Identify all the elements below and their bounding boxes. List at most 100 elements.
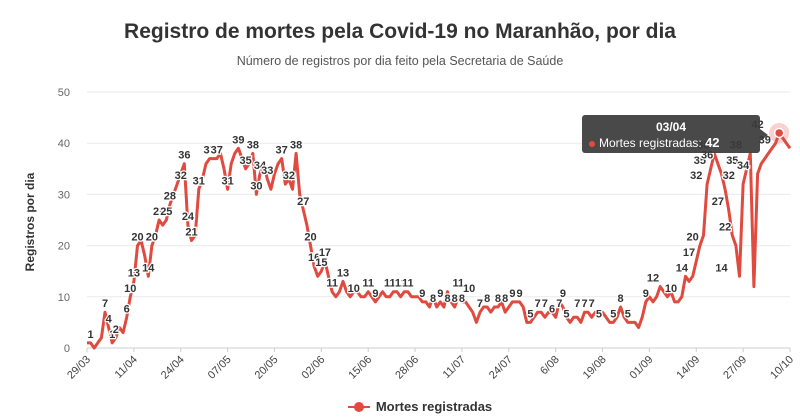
data-label: 20 bbox=[687, 232, 699, 244]
data-label: 11 bbox=[384, 278, 396, 290]
data-label: 7 bbox=[589, 298, 595, 310]
data-label: 12 bbox=[647, 273, 659, 285]
legend-label: Mortes registradas bbox=[375, 399, 493, 414]
data-label: 8 bbox=[459, 293, 465, 305]
data-label: 13 bbox=[128, 267, 140, 279]
data-label: 8 bbox=[452, 293, 458, 305]
data-label: 10 bbox=[124, 283, 136, 295]
tooltip-date: 03/04 bbox=[655, 120, 687, 134]
chart-title: Registro de mortes pela Covid-19 no Mara… bbox=[124, 20, 676, 43]
data-label: 7 bbox=[102, 298, 108, 310]
data-label: 8 bbox=[484, 293, 490, 305]
data-label: 7 bbox=[542, 298, 548, 310]
tooltip-row: Mortes registradas: 42 bbox=[589, 135, 720, 150]
data-label: 14 bbox=[676, 262, 689, 274]
data-label: 5 bbox=[563, 308, 569, 320]
data-label: 9 bbox=[372, 288, 378, 300]
tooltip-series-dot bbox=[589, 140, 595, 147]
x-tick-label: 01/09 bbox=[628, 354, 656, 382]
data-label: 8 bbox=[502, 293, 508, 305]
data-label: 6 bbox=[549, 303, 555, 315]
hover-marker bbox=[773, 127, 785, 139]
data-label: 9 bbox=[419, 288, 425, 300]
data-label: 21 bbox=[185, 226, 197, 238]
data-label: 17 bbox=[683, 247, 695, 259]
data-label: 14 bbox=[715, 262, 728, 274]
x-tick-label: 28/06 bbox=[393, 354, 421, 382]
data-label: 27 bbox=[712, 196, 724, 208]
data-label: 17 bbox=[319, 247, 331, 259]
tooltip-series-name: Mortes registradas bbox=[599, 136, 699, 150]
data-label: 38 bbox=[290, 139, 302, 151]
data-label: 20 bbox=[131, 232, 143, 244]
data-label: 28 bbox=[164, 191, 176, 203]
data-label: 11 bbox=[326, 278, 338, 290]
data-label: 10 bbox=[665, 283, 677, 295]
data-label: 37 bbox=[276, 145, 288, 157]
data-label: 14 bbox=[142, 262, 155, 274]
data-label: 11 bbox=[453, 278, 465, 290]
x-tick-label: 11/04 bbox=[113, 354, 140, 381]
x-tick-label: 27/09 bbox=[721, 354, 749, 382]
legend-swatch bbox=[347, 401, 370, 413]
data-label: 7 bbox=[535, 298, 541, 310]
data-label: 10 bbox=[463, 283, 475, 295]
data-label: 1 bbox=[109, 329, 115, 341]
legend: Mortes registradas bbox=[0, 399, 800, 416]
data-label: 8 bbox=[444, 293, 450, 305]
data-label: 9 bbox=[509, 288, 515, 300]
data-label: 8 bbox=[495, 293, 501, 305]
data-label: 24 bbox=[182, 211, 195, 223]
data-label: 37 bbox=[211, 145, 223, 157]
data-label: 35 bbox=[240, 155, 252, 167]
y-tick-label: 20 bbox=[58, 241, 70, 253]
data-label: 31 bbox=[193, 175, 205, 187]
tooltip-value: 42 bbox=[705, 135, 720, 150]
data-label: 9 bbox=[437, 288, 443, 300]
data-label: 4 bbox=[106, 314, 113, 326]
data-label: 35 bbox=[694, 155, 706, 167]
data-label: 11 bbox=[402, 278, 414, 290]
data-label: 38 bbox=[247, 139, 259, 151]
tooltip-separator: : bbox=[698, 136, 702, 150]
legend-item-mortes[interactable]: Mortes registradas bbox=[347, 399, 493, 414]
data-label: 20 bbox=[146, 232, 158, 244]
data-label: 7 bbox=[477, 298, 483, 310]
data-label: 8 bbox=[430, 293, 436, 305]
x-tick-label: 6/08 bbox=[538, 354, 562, 378]
data-label: 7 bbox=[574, 298, 580, 310]
y-axis-label: Registros por dia bbox=[23, 172, 37, 271]
data-label: 32 bbox=[283, 170, 295, 182]
x-tick-label: 24/07 bbox=[487, 354, 515, 382]
chart-subtitle: Número de registros por dia feito pela S… bbox=[236, 54, 564, 68]
data-label: 35 bbox=[726, 155, 738, 167]
data-label: 39 bbox=[232, 134, 244, 146]
data-labels: 1741261013201420252528323624213137373139… bbox=[86, 118, 772, 342]
data-label: 16 bbox=[308, 252, 320, 264]
data-label: 6 bbox=[124, 303, 130, 315]
data-label: 30 bbox=[250, 180, 262, 192]
x-tick-label: 11/07 bbox=[441, 354, 468, 381]
x-tick-label: 02/06 bbox=[300, 354, 328, 382]
data-label: 5 bbox=[610, 308, 616, 320]
data-label: 15 bbox=[315, 257, 327, 269]
data-label: 27 bbox=[297, 196, 309, 208]
data-label: 7 bbox=[556, 298, 562, 310]
data-label: 25 bbox=[153, 206, 165, 218]
data-label: 10 bbox=[348, 283, 360, 295]
data-label: 9 bbox=[517, 288, 523, 300]
data-label: 1 bbox=[88, 329, 94, 341]
data-label: 5 bbox=[625, 308, 631, 320]
x-tick-label: 19/08 bbox=[581, 354, 609, 382]
data-label: 11 bbox=[362, 278, 374, 290]
y-tick-label: 10 bbox=[58, 292, 70, 304]
data-label: 37 bbox=[203, 145, 215, 157]
data-label: 34 bbox=[737, 160, 750, 172]
data-label: 9 bbox=[560, 288, 566, 300]
line-chart: 0 10 20 30 40 50 29/03 11/04 24/04 07/05 20/05 02/… bbox=[23, 87, 796, 382]
x-tick-label: 24/04 bbox=[159, 354, 187, 382]
data-label: 2 bbox=[113, 324, 119, 336]
data-label: 33 bbox=[261, 165, 273, 177]
data-label: 20 bbox=[304, 232, 316, 244]
x-tick-label: 20/05 bbox=[253, 354, 281, 382]
